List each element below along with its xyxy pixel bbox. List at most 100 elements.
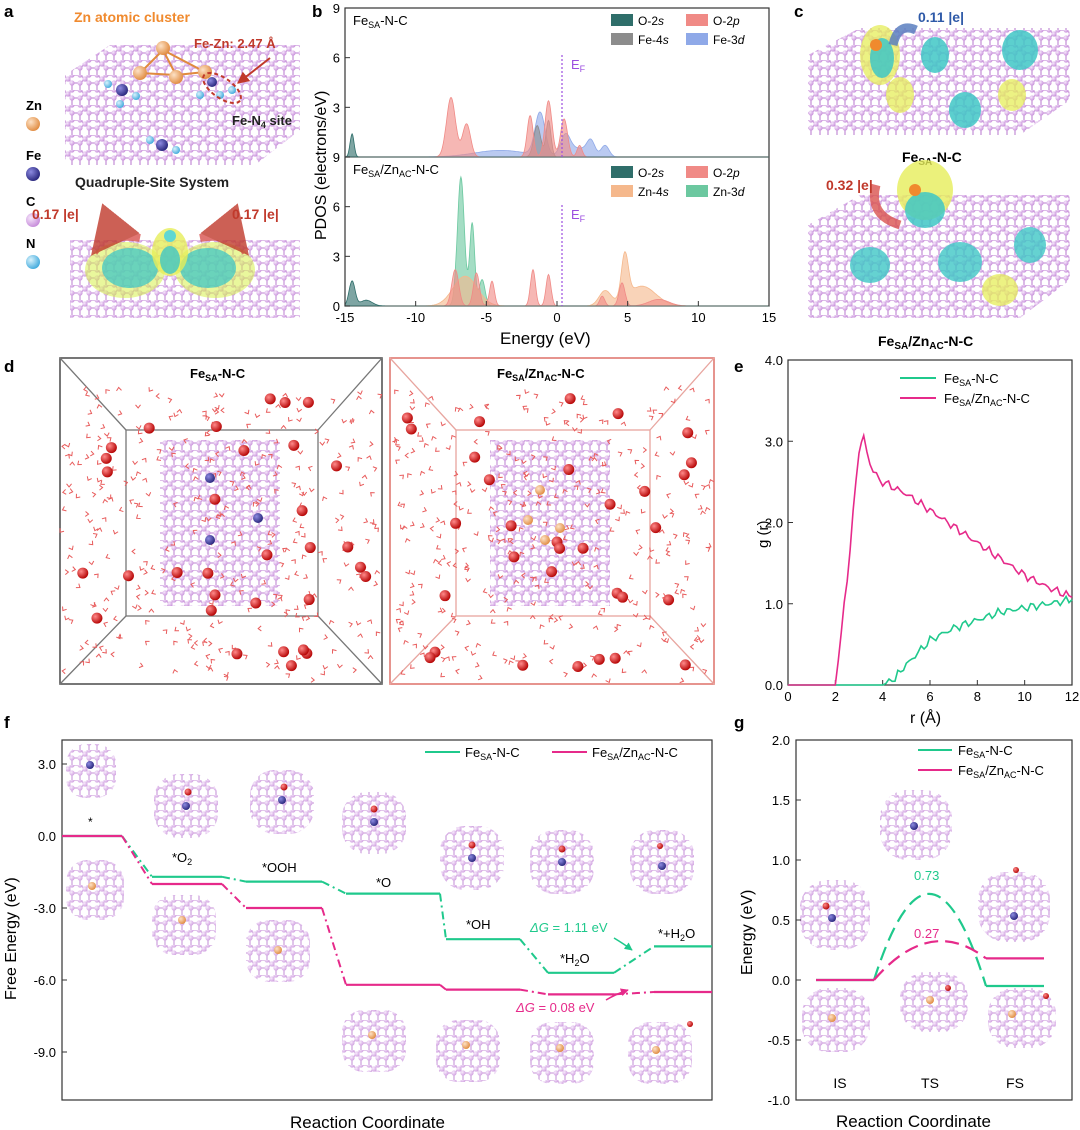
y-tick-label: -9.0 [34,1045,56,1060]
energy-connector [221,875,247,883]
water-molecule [656,474,662,480]
water-molecule [508,660,514,665]
water-molecule [445,445,451,451]
oxygen-atom [360,571,372,583]
water-molecule [498,473,503,479]
oxygen-atom [405,423,417,435]
water-molecule [288,417,293,422]
water-molecule [539,624,545,629]
oxygen-atom [304,542,316,554]
water-molecule [254,461,260,466]
water-molecule [171,452,176,458]
water-molecule [192,529,198,535]
water-molecule [576,413,582,419]
water-molecule [313,612,319,618]
water-molecule [303,604,309,610]
oxygen-atom [563,464,575,476]
g-energy-lines [816,892,1044,988]
water-molecule [397,627,403,633]
water-molecule [466,481,472,487]
water-molecule [204,456,210,462]
oxygen-atom [401,412,413,424]
panel-f-free-energy: 3.0 0.0 -3.0 -6.0 -9.0 * *O2 *OOH *O *OH *H2… [3,739,713,1130]
water-molecule [662,514,668,519]
water-molecule [674,589,680,595]
water-molecule [298,627,304,633]
water-molecule [110,651,115,658]
water-molecule [369,441,374,447]
oxygen-atom [105,442,117,454]
legend-zn3d: Zn-3d [713,185,745,199]
oxygen-atom [564,393,576,405]
legend-fezn: FeSA/ZnAC-N-C [958,763,1044,780]
water-molecule [422,506,427,513]
legend-o2s: O-2s [638,14,664,28]
water-molecule [190,644,196,650]
water-molecule [410,570,416,576]
water-molecule [649,624,655,630]
water-molecule [534,584,540,590]
water-molecule [685,533,690,539]
water-molecule [314,428,319,435]
water-molecule [132,460,139,466]
water-molecule [231,541,236,546]
water-molecule [407,473,412,478]
water-molecule [271,532,276,538]
water-molecule [399,601,404,607]
water-molecule [670,398,676,404]
water-molecule [617,451,623,457]
water-molecule [659,529,665,534]
water-molecule [173,412,179,418]
water-molecule [458,505,464,511]
water-molecule [155,393,160,399]
water-molecule [168,446,175,452]
f-step-labels: * *O2 *OOH *O *OH *H2O *+H2O [88,815,695,968]
water-molecule [75,493,81,499]
water-molecule [451,617,457,624]
oxygen-atom [450,517,462,529]
y-tick-label: 4.0 [765,353,783,368]
legend-swatch-zn3d [686,185,708,197]
oxygen-atom [682,427,694,439]
water-molecule [465,577,471,583]
oxygen-atom [296,505,308,517]
water-molecule [705,398,710,404]
water-molecule [593,452,599,458]
oxygen-atom [209,589,221,601]
water-molecule [694,626,700,632]
water-molecule [521,572,526,579]
water-molecule [440,656,446,663]
water-molecule [202,410,207,416]
water-molecule [409,406,416,411]
water-molecule [292,538,298,544]
water-molecule [633,551,639,557]
legend-fesa: FeSA-N-C [465,745,520,762]
water-molecule [412,643,417,649]
water-molecule [214,408,220,415]
water-molecule [419,470,426,476]
water-molecule [366,455,372,460]
water-molecule [548,477,554,483]
water-molecule [322,665,329,670]
legend-fe-label: Fe [26,148,41,163]
water-molecule [179,620,185,625]
water-molecule [601,461,607,466]
x-tick-label: 8 [974,689,981,704]
water-molecule [161,568,166,574]
water-molecule [663,638,669,644]
water-molecule [188,633,193,640]
water-molecule [469,488,476,493]
water-molecule [609,527,615,532]
barrier-curve [873,940,987,981]
water-molecule [156,449,162,454]
water-molecule [704,506,711,512]
water-molecule [299,523,305,529]
fe-zn-distance: Fe-Zn: 2.47 Å [194,36,276,51]
water-molecule [597,610,603,616]
water-molecule [467,509,472,514]
water-molecule [589,655,595,661]
water-molecule [485,431,490,436]
water-molecule [437,607,443,613]
oxygen-atom [210,421,222,433]
y-tick-label: 3 [333,100,340,115]
